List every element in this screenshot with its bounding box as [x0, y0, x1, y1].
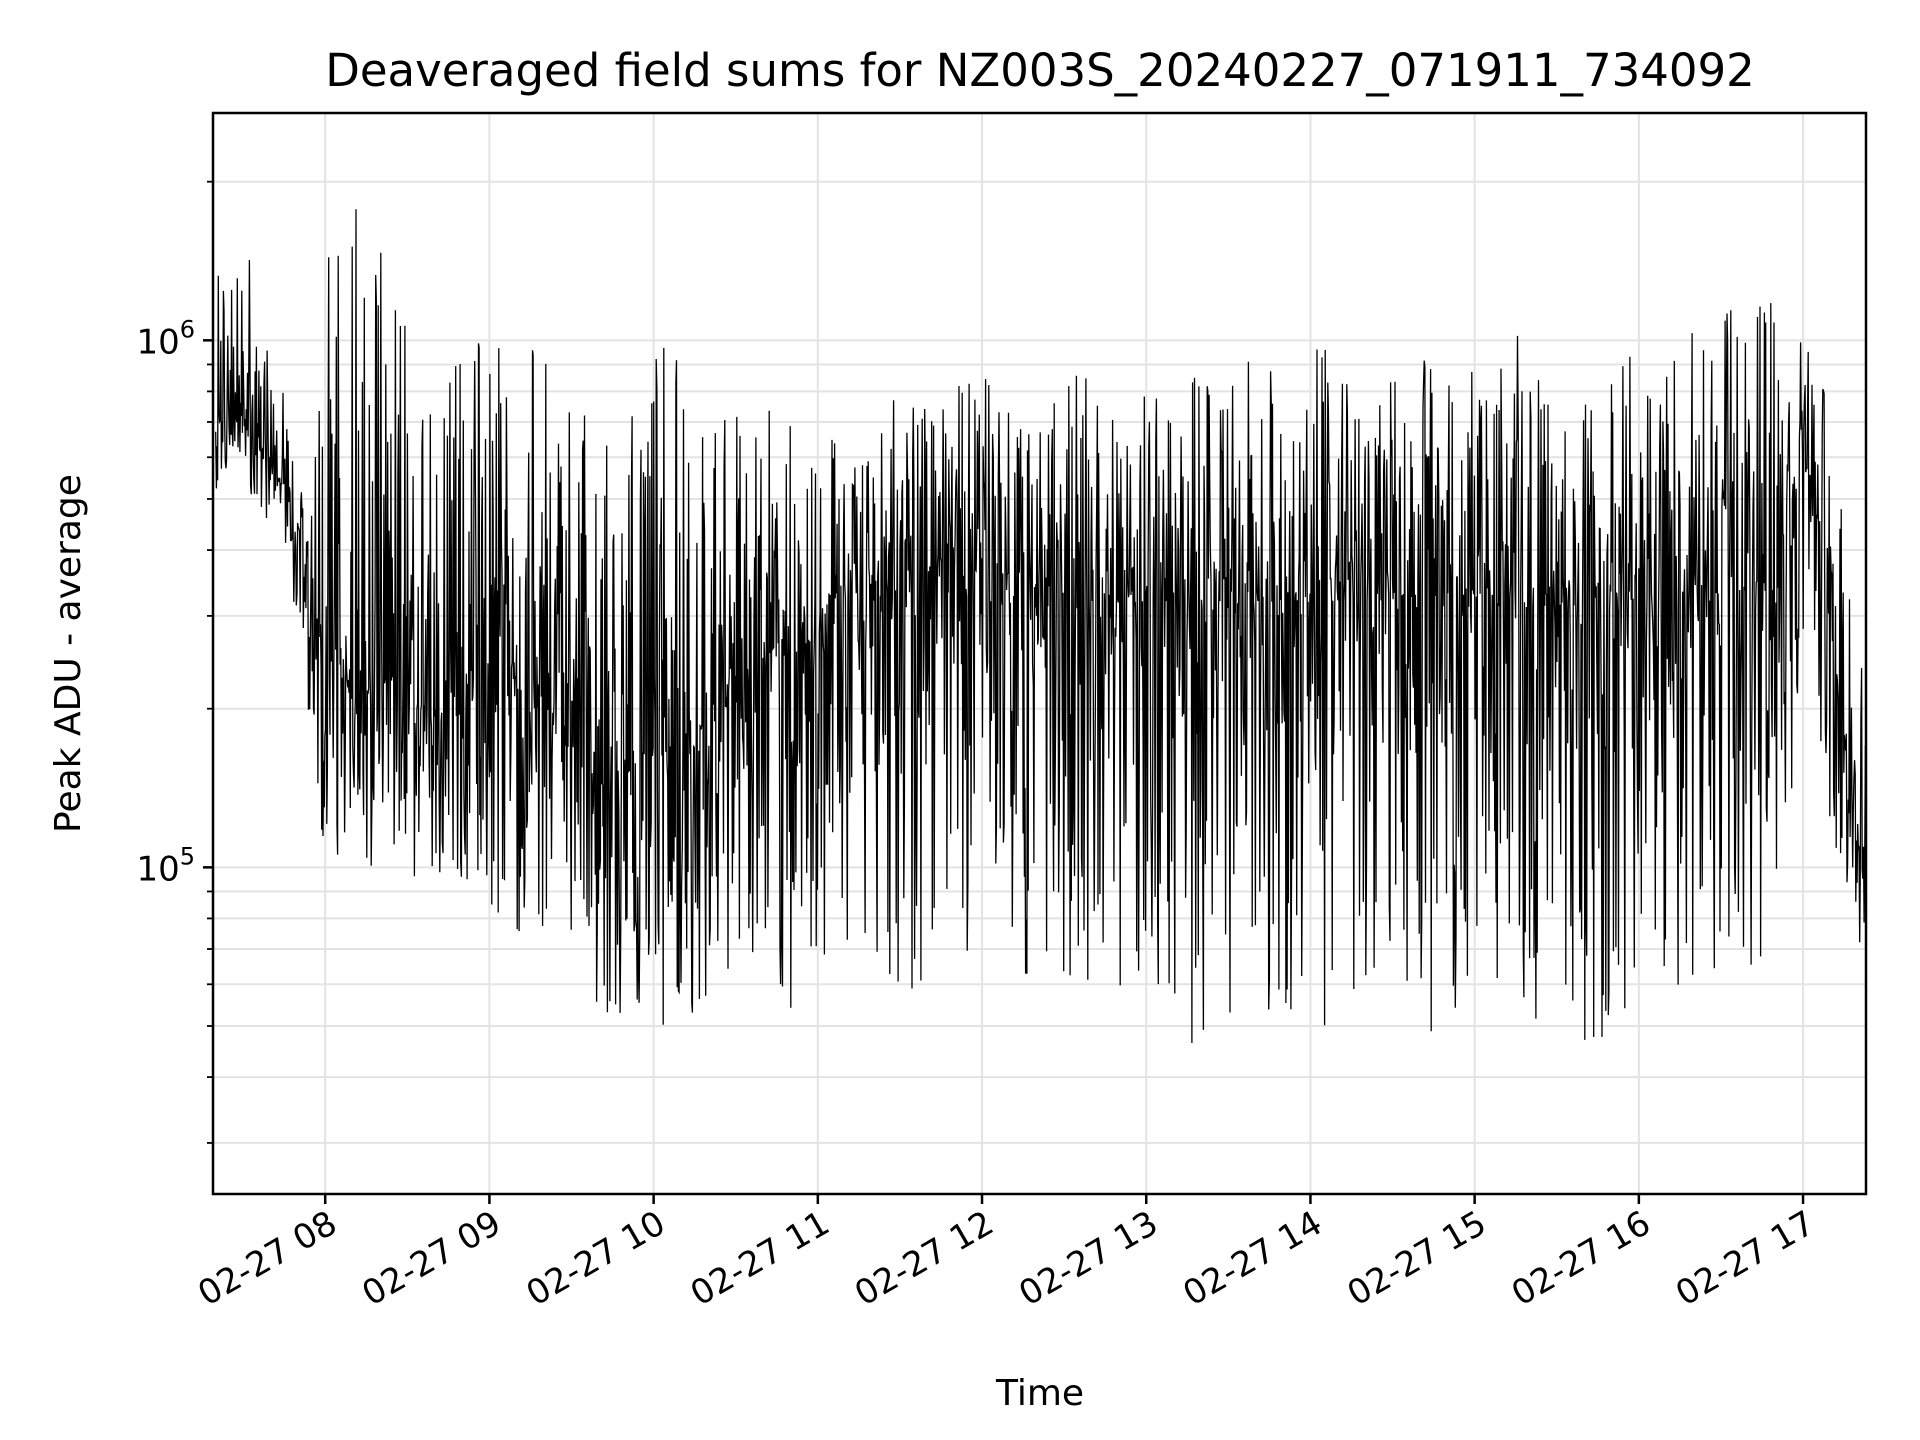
x-tick-label: 02-27 17 [1669, 1203, 1821, 1314]
chart-title: Deaveraged field sums for NZ003S_2024022… [325, 44, 1755, 97]
x-axis-label: Time [995, 1373, 1084, 1414]
x-axis-ticks: 02-27 08 02-27 09 02-27 10 02-27 11 02-27 12… [191, 1194, 1822, 1314]
y-axis-label: Peak ADU - average [48, 474, 89, 833]
y-tick-label: 106 [136, 315, 195, 362]
x-tick-label: 02-27 15 [1341, 1203, 1493, 1314]
y-tick-exponent: 6 [180, 315, 195, 343]
x-tick-label: 02-27 11 [684, 1203, 836, 1314]
x-tick-label: 02-27 14 [1177, 1203, 1329, 1314]
y-tick-label: 105 [136, 842, 195, 889]
plot-frame [211, 111, 1868, 1196]
y-axis-ticks: 106 105 [136, 180, 213, 1144]
y-tick-exponent: 5 [180, 842, 195, 870]
x-tick-label: 02-27 08 [191, 1203, 343, 1314]
x-tick-label: 02-27 13 [1012, 1203, 1164, 1314]
x-tick-label: 02-27 16 [1505, 1203, 1657, 1314]
x-tick-label: 02-27 09 [356, 1203, 508, 1314]
x-tick-label: 02-27 12 [848, 1203, 1000, 1314]
data-line-series [215, 209, 1867, 1044]
x-tick-label: 02-27 10 [520, 1203, 672, 1314]
plot-data [215, 209, 1867, 1044]
